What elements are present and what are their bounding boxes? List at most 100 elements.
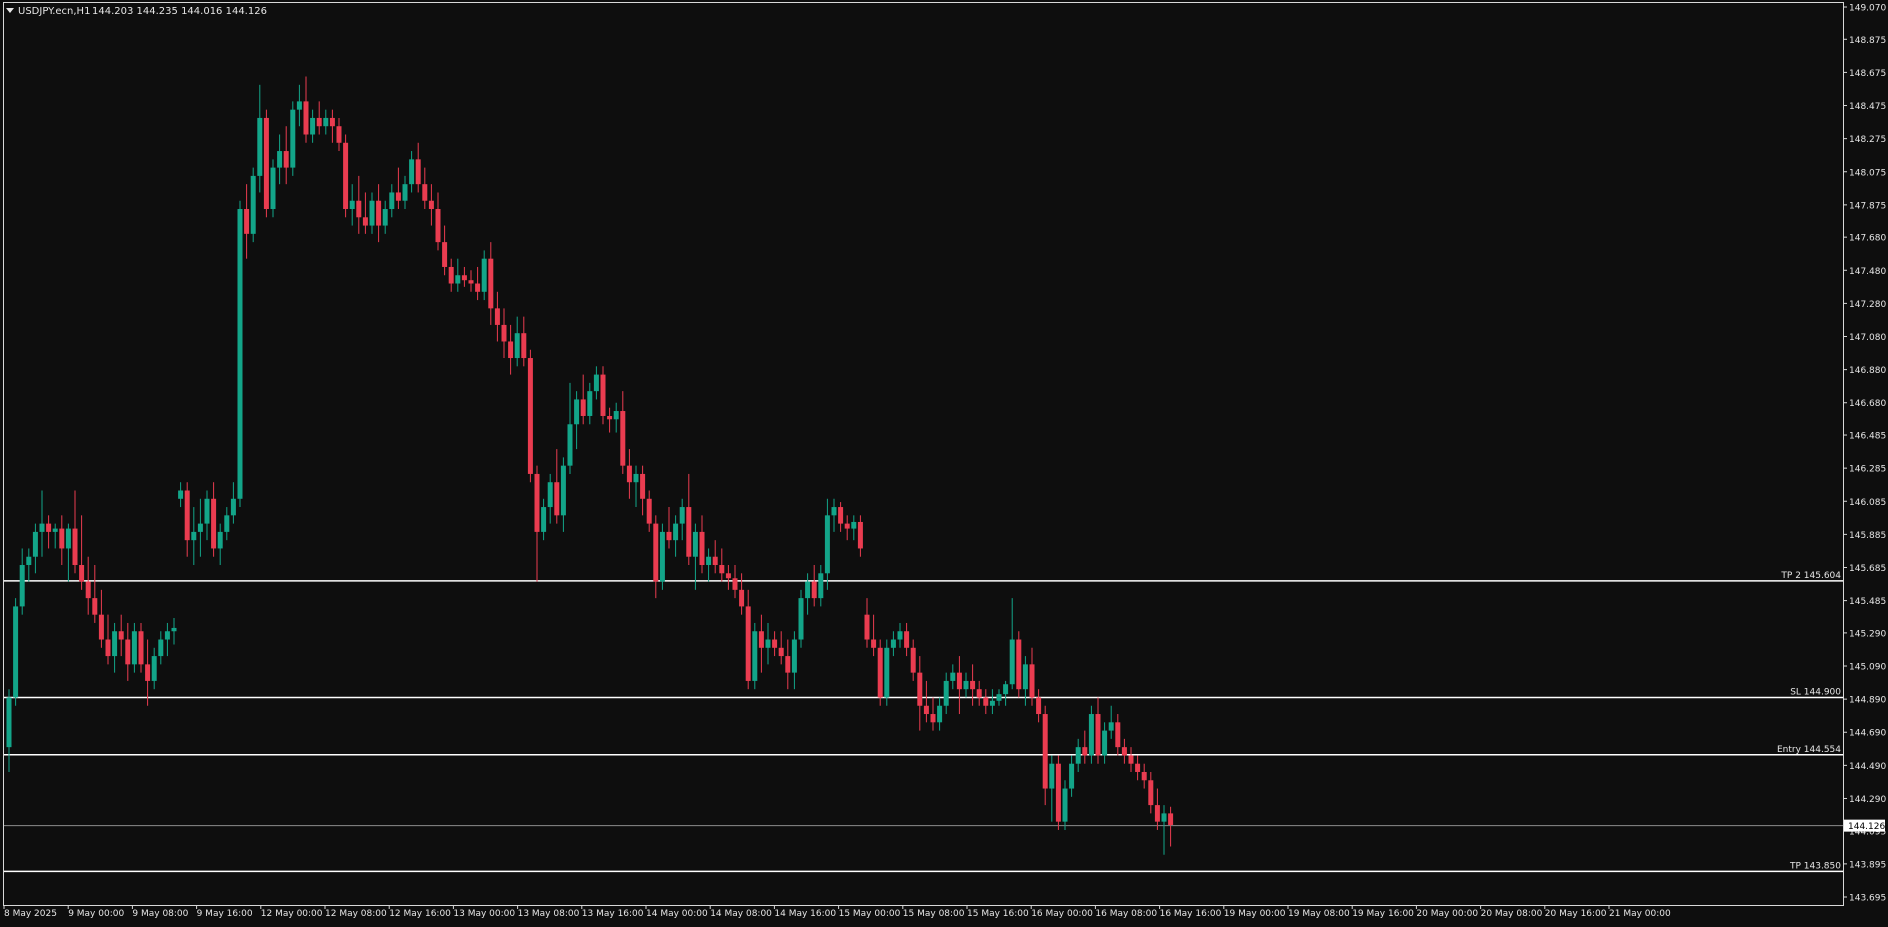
time-tick-label: 12 May 08:00	[325, 909, 387, 919]
candle-body	[105, 639, 111, 657]
price-tick-label: 148.475	[1849, 102, 1886, 112]
candle-body	[970, 680, 976, 690]
candle	[303, 76, 309, 143]
time-tick-label: 16 May 00:00	[1031, 909, 1093, 919]
candle-body	[131, 631, 137, 665]
candle-body	[257, 117, 263, 176]
candle	[607, 407, 613, 433]
candle-body	[46, 523, 52, 532]
candle	[442, 225, 448, 276]
time-tick-label: 12 May 00:00	[261, 909, 323, 919]
candle-body	[1115, 722, 1121, 748]
candle-body	[118, 631, 124, 640]
price-tick-label: 145.485	[1849, 597, 1886, 607]
candle-body	[706, 556, 712, 566]
candle	[679, 498, 685, 541]
triangle-down-icon[interactable]	[6, 8, 14, 13]
candle	[52, 523, 58, 549]
candle-body	[659, 531, 665, 582]
candle	[277, 134, 283, 185]
candle	[395, 167, 401, 210]
candle-body	[640, 473, 646, 499]
candle-body	[732, 578, 738, 590]
candle	[257, 84, 263, 193]
time-axis: 8 May 2025 9 May 00:00 9 May 08:00 9 May 16…	[3, 906, 1671, 919]
candle	[184, 482, 190, 557]
candle	[798, 589, 804, 648]
candle-body	[26, 556, 32, 566]
candle	[336, 117, 342, 152]
candle	[118, 614, 124, 657]
candle	[1135, 755, 1141, 781]
candle	[904, 622, 910, 657]
candle-body	[329, 117, 335, 127]
candle	[79, 515, 85, 590]
candle-body	[1055, 763, 1061, 822]
price-tick-label: 145.885	[1849, 531, 1886, 541]
candle-body	[1121, 747, 1127, 756]
candle	[818, 565, 824, 607]
candle-body	[184, 490, 190, 541]
price-tick-label: 144.290	[1849, 795, 1886, 805]
candle	[382, 200, 388, 234]
candle-body	[521, 333, 527, 359]
candle	[910, 639, 916, 681]
candle	[1168, 806, 1174, 847]
candle-body	[59, 528, 65, 549]
time-tick-label: 15 May 00:00	[839, 909, 901, 919]
candle-body	[607, 415, 613, 420]
candle-body	[877, 647, 883, 698]
candle-body	[1042, 714, 1048, 789]
candle-body	[626, 465, 632, 483]
candle	[138, 622, 144, 673]
candle	[831, 498, 837, 532]
candle-body	[1062, 788, 1068, 822]
candle-body	[296, 101, 302, 110]
candle	[1102, 722, 1108, 764]
candle	[752, 622, 758, 690]
time-tick-label: 8 May 2025	[4, 909, 57, 919]
candle-body	[310, 117, 316, 135]
candle	[409, 151, 415, 193]
candle-body	[1029, 664, 1035, 698]
candle-body	[349, 200, 355, 210]
candle	[871, 614, 877, 657]
candle-body	[409, 159, 415, 185]
candle-body	[950, 672, 956, 681]
candle	[851, 515, 857, 541]
candle	[475, 266, 481, 301]
price-axis: 149.070 148.875 148.675 148.475 148.275 148.0…	[1843, 4, 1886, 904]
level-label: SL 144.900	[1790, 687, 1841, 697]
candle	[534, 465, 540, 582]
candle-body	[871, 639, 877, 648]
candle-body	[336, 126, 342, 143]
candle	[389, 184, 395, 218]
candle-body	[323, 117, 329, 127]
time-tick-label: 19 May 00:00	[1224, 909, 1286, 919]
candle-body	[481, 258, 487, 292]
candle	[329, 109, 335, 143]
candle-body	[547, 482, 553, 508]
candle	[19, 548, 25, 615]
candle-body	[402, 184, 408, 201]
candle	[976, 680, 982, 706]
candle-body	[85, 581, 91, 599]
candle-body	[283, 151, 289, 168]
candles-layer	[6, 76, 1174, 855]
price-tick-label: 144.890	[1849, 696, 1886, 706]
candle-body	[191, 531, 197, 541]
price-tick-label: 143.895	[1849, 860, 1886, 870]
level-label: TP 143.850	[1789, 861, 1841, 871]
candle-body	[461, 275, 467, 281]
candle	[983, 689, 989, 715]
candle	[1003, 680, 1009, 706]
candle	[494, 291, 500, 342]
candle-body	[1036, 697, 1042, 715]
time-tick-label: 16 May 16:00	[1160, 909, 1222, 919]
price-tick-label: 147.875	[1849, 201, 1886, 211]
candle	[1161, 805, 1167, 855]
price-tick-label: 148.075	[1849, 168, 1886, 178]
candle-body	[930, 714, 936, 723]
candle	[1062, 780, 1068, 830]
candle	[877, 639, 883, 706]
